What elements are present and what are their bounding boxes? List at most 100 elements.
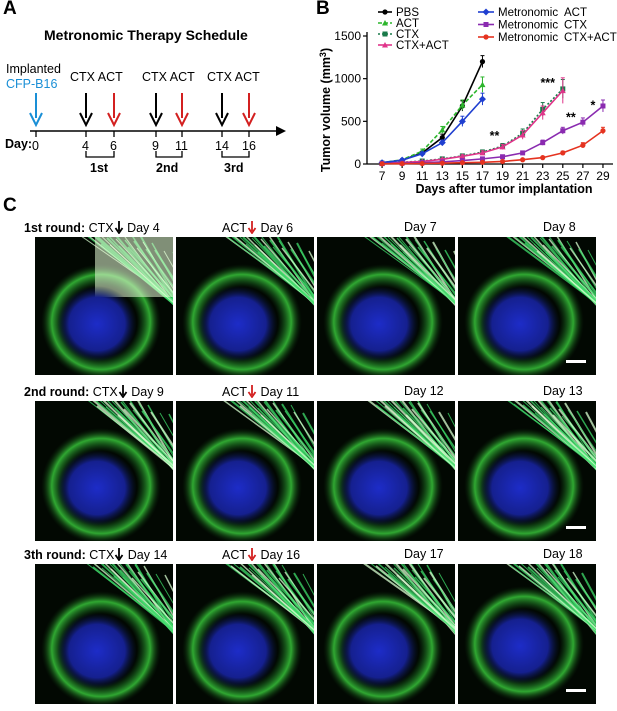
series-line <box>381 98 484 164</box>
series-ctx <box>379 79 566 166</box>
x-tick-label: 17 <box>476 169 490 183</box>
legend-label-prefix: Metronomic <box>498 32 558 44</box>
microscopy-image <box>458 401 596 541</box>
treatment-label-3: CTX ACT <box>207 70 260 84</box>
implant-arrow <box>29 93 43 128</box>
data-point <box>519 131 526 138</box>
panel-letter-a: A <box>3 0 17 19</box>
y-tick-label: 1500 <box>334 29 361 43</box>
microscopy-image <box>317 401 455 541</box>
y-axis-label: Tumor volume (mm3) <box>318 48 333 172</box>
act-arrow-1 <box>107 93 121 128</box>
round-3-act-label: ACT Day 16 <box>222 548 301 562</box>
tick-label: 16 <box>242 139 256 153</box>
x-tick-label: 9 <box>399 169 406 183</box>
legend-marker <box>382 20 388 26</box>
legend-label: ACT <box>396 18 419 30</box>
scale-bar <box>566 360 586 363</box>
series-ctx-act <box>379 77 566 166</box>
schedule-timeline <box>29 93 286 158</box>
series-line <box>382 130 604 165</box>
x-tick-label: 21 <box>516 169 530 183</box>
round-label-3rd: 3rd <box>224 161 244 175</box>
data-point <box>439 126 446 133</box>
data-point <box>600 103 606 109</box>
legend-label-prefix: Metronomic <box>498 7 558 19</box>
y-tick-label: 500 <box>341 114 361 128</box>
data-point <box>458 117 466 125</box>
data-point <box>540 155 546 161</box>
day-label: Day: <box>5 137 33 151</box>
data-point <box>600 128 606 134</box>
data-point <box>539 109 546 116</box>
round-3-day-fourth: Day 18 <box>543 547 583 561</box>
chart-series <box>378 55 606 167</box>
implanted-cell-label: CFP-B16 <box>6 77 58 91</box>
microscopy-image <box>458 564 596 704</box>
round-1-day-fourth: Day 8 <box>543 220 576 234</box>
legend-marker <box>382 42 388 48</box>
treatment-label-2: CTX ACT <box>142 70 195 84</box>
microscopy-image <box>35 237 173 375</box>
round-1-act-label: ACT Day 6 <box>222 221 294 235</box>
round-1-header: 1st round: CTX Day 4 <box>24 221 160 235</box>
legend-marker <box>483 22 489 27</box>
significance-annotation: * <box>590 98 595 112</box>
data-point <box>560 150 566 156</box>
x-tick-label: 19 <box>496 169 510 183</box>
microscopy-image <box>317 237 455 375</box>
timeline-arrowhead-icon <box>276 126 286 136</box>
legend-marker <box>482 8 490 16</box>
data-point <box>499 143 506 150</box>
tick-label: 9 <box>152 139 159 153</box>
data-point <box>479 59 486 65</box>
microscopy-image <box>317 564 455 704</box>
series-metronomic-ctx-act <box>379 126 606 167</box>
act-arrow-icon <box>247 385 257 399</box>
x-tick-label: 13 <box>436 169 450 183</box>
data-point <box>439 160 445 166</box>
data-point <box>459 102 466 108</box>
x-tick-label: 29 <box>596 169 610 183</box>
implanted-label: Implanted <box>6 62 61 76</box>
scale-bar <box>566 689 586 692</box>
microscopy-image <box>35 564 173 704</box>
ctx-arrow-icon <box>118 385 127 399</box>
y-tick-label: 0 <box>354 157 361 171</box>
ctx-arrow-1 <box>79 93 93 128</box>
act-arrow-icon <box>247 548 257 562</box>
data-point <box>418 150 426 158</box>
tick-label: 11 <box>175 139 188 153</box>
ctx-arrow-icon <box>114 221 123 235</box>
data-point <box>479 156 485 162</box>
tick-label: 4 <box>82 139 89 153</box>
data-point <box>479 81 486 88</box>
data-point <box>399 161 405 167</box>
data-point <box>580 119 586 125</box>
ctx-arrow-icon <box>115 548 124 562</box>
x-tick-label: 23 <box>536 169 550 183</box>
round-1-day-third: Day 7 <box>404 220 437 234</box>
round-3-header: 3th round: CTX Day 14 <box>24 548 168 562</box>
x-axis-label: Days after tumor implantation <box>415 182 592 196</box>
tick-label: 6 <box>110 139 117 153</box>
act-arrow-3 <box>242 93 256 128</box>
legend-label: CTX+ACT <box>396 40 449 52</box>
data-point <box>379 161 385 167</box>
panel-letter-b: B <box>316 0 330 19</box>
x-tick-label: 15 <box>456 169 470 183</box>
x-tick-label: 7 <box>379 169 386 183</box>
round-brackets <box>85 151 250 158</box>
significance-annotation: *** <box>540 76 555 90</box>
round-2-act-label: ACT Day 11 <box>222 385 300 399</box>
legend-label-suffix: CTX+ACT <box>564 32 617 44</box>
round-2-header: 2nd round: CTX Day 9 <box>24 385 164 399</box>
data-point <box>459 153 466 159</box>
x-tick-label: 11 <box>416 169 429 183</box>
ctx-arrow-3 <box>215 93 229 128</box>
round-label-1st: 1st <box>90 161 109 175</box>
data-point <box>439 134 445 141</box>
microscopy-image <box>176 237 314 375</box>
